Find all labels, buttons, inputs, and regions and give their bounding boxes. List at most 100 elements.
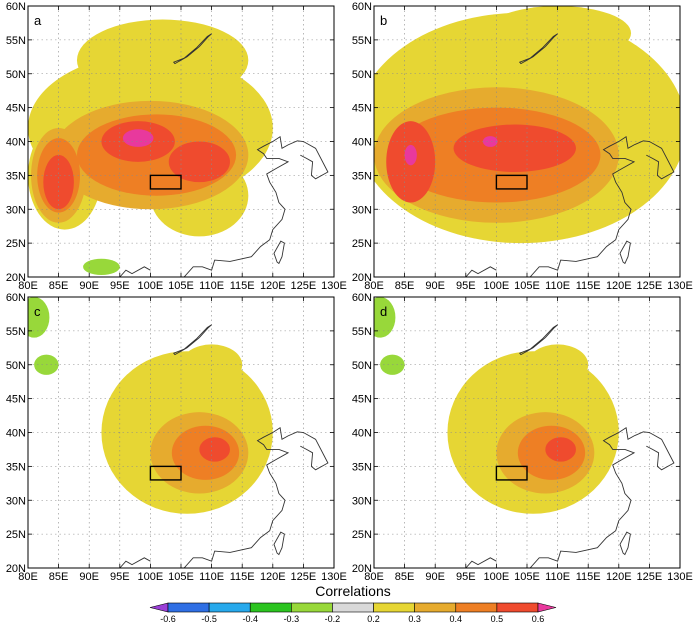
- southwest-border-outline: [465, 557, 497, 568]
- lon-tick-label: 105E: [168, 280, 194, 292]
- lat-tick-label: 55N: [352, 326, 372, 338]
- colorbar-tick-label: 0.3: [408, 614, 421, 624]
- panel-letter: a: [34, 13, 42, 28]
- colorbar-title: Correlations: [315, 583, 390, 599]
- lon-tick-label: 125E: [637, 571, 663, 583]
- lon-tick-label: 120E: [606, 280, 632, 292]
- lon-tick-label: 80E: [364, 280, 384, 292]
- lat-tick-label: 30N: [6, 204, 26, 216]
- lon-tick-label: 95E: [456, 571, 476, 583]
- colorbar-segment: [291, 602, 333, 613]
- lon-tick-label: 90E: [425, 571, 445, 583]
- lon-tick-label: 115E: [576, 571, 601, 583]
- coastlines: [465, 324, 675, 568]
- coastline-east-asia: [529, 427, 675, 568]
- lon-tick-label: 120E: [606, 571, 632, 583]
- coastline-taiwan: [273, 531, 285, 556]
- lon-tick-label: 85E: [395, 571, 415, 583]
- lat-tick-label: 30N: [352, 495, 372, 507]
- lon-tick-label: 110E: [199, 571, 224, 583]
- lat-tick-label: 20N: [6, 272, 26, 284]
- lon-tick-label: 120E: [260, 571, 286, 583]
- lon-tick-label: 110E: [545, 571, 570, 583]
- lon-tick-label: 95E: [110, 280, 130, 292]
- lat-tick-label: 40N: [6, 428, 26, 440]
- lat-tick-label: 20N: [352, 272, 372, 284]
- colorbar-tick-label: -0.5: [201, 614, 217, 624]
- map-panel-a: 80E 85E 90E 95E 100E 105E 110E 115E 120E 125E 130E…: [6, 1, 347, 292]
- map-panel-d: 80E 85E 90E 95E 100E 105E 110E 115E 120E 125E 130E…: [352, 292, 693, 583]
- colorbar-tick-label: -0.6: [160, 614, 176, 624]
- lat-tick-label: 30N: [352, 204, 372, 216]
- coastline-east-asia: [529, 136, 675, 277]
- lon-tick-label: 115E: [576, 280, 601, 292]
- lon-tick-label: 100E: [138, 280, 164, 292]
- gridlines: [374, 6, 680, 277]
- correlation-contour-level-5: [482, 136, 498, 147]
- colorbar-max-arrow: [537, 602, 557, 613]
- map-panel-b: 80E 85E 90E 95E 100E 105E 110E 115E 120E 125E 130E…: [352, 1, 693, 292]
- colorbar-tick-label: -0.2: [325, 614, 341, 624]
- lat-tick-label: 55N: [6, 35, 26, 47]
- lon-tick-label: 85E: [49, 280, 69, 292]
- correlation-field: [374, 6, 680, 277]
- lon-tick-label: 95E: [456, 280, 476, 292]
- lon-tick-label: 130E: [321, 280, 347, 292]
- lon-tick-label: 125E: [637, 280, 663, 292]
- lon-tick-label: 80E: [364, 571, 384, 583]
- correlation-contour-level-4: [453, 124, 576, 172]
- lon-tick-label: 110E: [199, 280, 224, 292]
- correlation-field: [28, 297, 334, 568]
- lat-tick-label: 25N: [352, 238, 372, 250]
- lon-tick-label: 130E: [667, 280, 693, 292]
- gridlines: [28, 297, 334, 568]
- lat-tick-label: 35N: [6, 170, 26, 182]
- colorbar-tick-label: 0.6: [532, 614, 545, 624]
- lon-tick-label: 120E: [260, 280, 286, 292]
- colorbar-tick-label: 0.5: [491, 614, 504, 624]
- lat-tick-label: 50N: [6, 69, 26, 81]
- lat-tick-label: 20N: [352, 563, 372, 575]
- lat-tick-label: 55N: [6, 326, 26, 338]
- lat-tick-label: 30N: [6, 495, 26, 507]
- lat-tick-label: 35N: [352, 461, 372, 473]
- lat-tick-label: 25N: [6, 238, 26, 250]
- map-panels: 80E 85E 90E 95E 100E 105E 110E 115E 120E 125E 130E…: [6, 1, 693, 583]
- lon-tick-label: 100E: [138, 571, 164, 583]
- negative-correlation-patch: [28, 297, 50, 338]
- lake-baikal-outline: [518, 33, 558, 65]
- lat-tick-label: 25N: [352, 529, 372, 541]
- colorbar-tick-label: -0.4: [242, 614, 258, 624]
- coastlines: [465, 33, 675, 277]
- lon-tick-label: 85E: [395, 280, 415, 292]
- lat-tick-label: 45N: [6, 394, 26, 406]
- lon-tick-label: 125E: [291, 280, 317, 292]
- target-region-box: [149, 174, 182, 190]
- lon-tick-label: 95E: [110, 571, 130, 583]
- colorbar-segment: [373, 602, 415, 613]
- lon-tick-label: 110E: [545, 280, 570, 292]
- lon-tick-label: 100E: [484, 280, 510, 292]
- colorbar-min-arrow: [149, 602, 169, 613]
- panel-letter: d: [380, 304, 387, 319]
- colorbar-tick-label: 0.2: [367, 614, 380, 624]
- lat-tick-label: 45N: [352, 103, 372, 115]
- lat-tick-label: 60N: [352, 1, 372, 13]
- lat-tick-label: 60N: [6, 292, 26, 304]
- southwest-border-outline: [119, 557, 151, 568]
- coastlines: [119, 324, 329, 568]
- colorbar-segment: [167, 602, 210, 613]
- southwest-border-outline: [465, 266, 497, 277]
- lake-baikal-outline: [172, 33, 212, 65]
- lat-tick-label: 50N: [352, 69, 372, 81]
- colorbar-segment: [249, 602, 292, 613]
- lon-tick-label: 115E: [230, 280, 255, 292]
- colorbar-segment: [208, 602, 251, 613]
- lon-tick-label: 115E: [230, 571, 255, 583]
- lat-tick-label: 25N: [6, 529, 26, 541]
- lat-tick-label: 20N: [6, 563, 26, 575]
- lake-baikal-outline: [172, 324, 212, 356]
- lat-tick-label: 60N: [352, 292, 372, 304]
- lake-baikal-outline: [518, 324, 558, 356]
- lon-tick-label: 90E: [425, 280, 445, 292]
